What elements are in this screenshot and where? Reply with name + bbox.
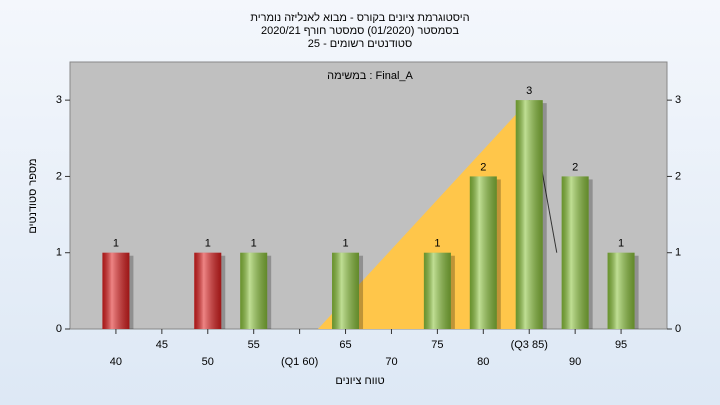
y2-tick-label: 0 bbox=[675, 323, 681, 335]
x-tick-label: 80 bbox=[477, 356, 489, 368]
data-label: 1 bbox=[342, 238, 348, 250]
x-tick-label: 50 bbox=[202, 356, 214, 368]
x-tick-label: 45 bbox=[156, 339, 168, 351]
title-line: בסמסטר (01/2020) סמסטר חורף 2020/21 bbox=[261, 25, 459, 37]
data-label: 3 bbox=[526, 85, 532, 97]
x-tick-label: 55 bbox=[248, 339, 260, 351]
bar-shine bbox=[240, 252, 268, 329]
x-axis-label: טווח ציונים bbox=[335, 375, 384, 387]
data-label: 1 bbox=[251, 238, 257, 250]
y-axis-label: מספר סטודנטים bbox=[27, 158, 39, 233]
data-label: 2 bbox=[572, 161, 578, 173]
data-label: 1 bbox=[205, 238, 211, 250]
x-tick-label: 90 bbox=[569, 356, 581, 368]
y-tick-label: 2 bbox=[56, 170, 62, 182]
bar-shine bbox=[515, 100, 543, 330]
bar-shine bbox=[194, 252, 222, 329]
data-label: 1 bbox=[618, 238, 624, 250]
bar-shine bbox=[469, 176, 497, 329]
title-line: היסטוגרמת ציונים בקורס - מבוא לאנליזה נו… bbox=[250, 11, 469, 24]
x-tick-label: 75 bbox=[431, 339, 443, 351]
annotation: במשימה : Final_A bbox=[327, 70, 413, 82]
y2-tick-label: 2 bbox=[675, 170, 681, 182]
data-label: 1 bbox=[434, 238, 440, 250]
x-tick-label: 65 bbox=[339, 339, 351, 351]
bar-shine bbox=[332, 252, 360, 329]
title-line: סטודנטים רשומים - 25 bbox=[308, 38, 412, 50]
bar-shine bbox=[423, 252, 451, 329]
x-tick-label: 40 bbox=[110, 356, 122, 368]
data-label: 2 bbox=[480, 161, 486, 173]
y-tick-label: 1 bbox=[56, 247, 62, 259]
x-tick-label: (Q1 60) bbox=[281, 356, 318, 368]
bar-shine bbox=[561, 176, 589, 329]
y-tick-label: 3 bbox=[56, 94, 62, 106]
y2-tick-label: 1 bbox=[675, 247, 681, 259]
bar-shine bbox=[102, 252, 130, 329]
x-tick-label: (Q3 85) bbox=[511, 339, 548, 351]
x-tick-label: 70 bbox=[385, 356, 397, 368]
x-tick-label: 95 bbox=[615, 339, 627, 351]
y2-tick-label: 3 bbox=[675, 94, 681, 106]
y-tick-label: 0 bbox=[56, 323, 62, 335]
bar-shine bbox=[607, 252, 635, 329]
data-label: 1 bbox=[113, 238, 119, 250]
